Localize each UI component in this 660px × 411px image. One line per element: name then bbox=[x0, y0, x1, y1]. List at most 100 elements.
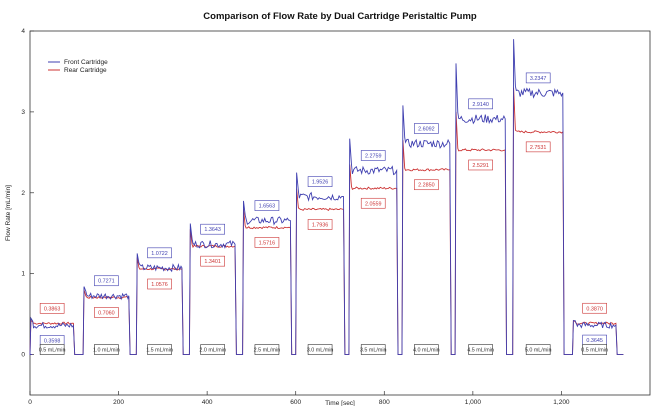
front-value-label: 2.2759 bbox=[360, 150, 386, 161]
rear-value-label-text: 2.0559 bbox=[365, 201, 382, 207]
setpoint-label: 4.0 mL/min bbox=[413, 344, 440, 355]
plot-frame bbox=[29, 30, 651, 396]
setpoint-label: 2.0 mL/min bbox=[199, 344, 226, 355]
x-tick-label: 0 bbox=[28, 399, 32, 406]
rear-value-label-box bbox=[147, 278, 172, 290]
front-value-label-text: 0.3598 bbox=[44, 338, 61, 344]
rear-value-label-box bbox=[94, 307, 119, 318]
front-value-label-text: 0.7271 bbox=[98, 279, 115, 285]
setpoint-label-text: 2.0 mL/min bbox=[199, 348, 226, 354]
setpoint-label-text: 1.5 mL/min bbox=[146, 348, 173, 354]
setpoint-label-box bbox=[525, 344, 551, 355]
setpoint-label-text: 4.0 mL/min bbox=[413, 348, 440, 354]
rear-value-label: 0.3870 bbox=[582, 302, 607, 314]
front-value-label-text: 2.6092 bbox=[418, 127, 435, 133]
front-value-label-box bbox=[94, 275, 119, 287]
setpoint-label-box bbox=[414, 344, 439, 355]
series-line-rear-cartridge bbox=[29, 87, 624, 356]
rear-value-label-box bbox=[360, 197, 386, 209]
rear-value-label-box bbox=[39, 303, 65, 314]
y-tick-label: 3 bbox=[21, 109, 25, 116]
rear-value-label-box bbox=[468, 159, 493, 171]
chart-title: Comparison of Flow Rate by Dual Cartridg… bbox=[203, 11, 477, 22]
front-value-label-box bbox=[414, 123, 439, 134]
setpoint-label-text: 0.5 mL/min bbox=[581, 348, 608, 354]
setpoint-label-box bbox=[39, 344, 65, 355]
rear-value-label-box bbox=[200, 255, 225, 267]
setpoint-label-box bbox=[582, 344, 607, 355]
front-value-label-text: 1.0722 bbox=[151, 251, 168, 257]
setpoint-label-box bbox=[360, 344, 386, 355]
rear-value-label-text: 1.5716 bbox=[259, 240, 276, 246]
x-tick-label: 800 bbox=[379, 399, 390, 406]
setpoint-label-text: 4.5 mL/min bbox=[467, 348, 494, 354]
front-value-label-text: 3.2347 bbox=[530, 76, 547, 82]
rear-value-label: 0.7060 bbox=[94, 307, 119, 318]
front-value-label: 1.6563 bbox=[254, 200, 280, 211]
y-tick-label: 4 bbox=[21, 28, 25, 35]
rear-value-label-text: 2.7531 bbox=[530, 145, 547, 151]
rear-value-label: 2.0559 bbox=[360, 197, 386, 209]
rear-value-label: 2.5291 bbox=[468, 159, 493, 171]
x-tick-label: 1,200 bbox=[553, 399, 570, 406]
front-value-label-text: 1.9526 bbox=[312, 180, 329, 186]
rear-value-label-text: 1.3401 bbox=[204, 259, 221, 265]
front-value-label-box bbox=[307, 176, 333, 187]
x-tick-label: 200 bbox=[113, 399, 124, 406]
rear-value-label: 2.7531 bbox=[525, 141, 551, 153]
rear-value-label-text: 2.2850 bbox=[418, 183, 435, 189]
setpoint-label-box bbox=[200, 344, 225, 355]
setpoint-label: 1.5 mL/min bbox=[146, 344, 173, 355]
rear-value-label: 1.0576 bbox=[147, 278, 172, 290]
setpoint-label-text: 3.5 mL/min bbox=[360, 348, 387, 354]
front-value-label-text: 1.3643 bbox=[204, 227, 221, 233]
front-value-label-box bbox=[525, 72, 551, 84]
x-axis-label: Time [sec] bbox=[325, 400, 355, 406]
setpoint-label-text: 0.5 mL/min bbox=[39, 348, 66, 354]
setpoint-label-box bbox=[94, 344, 119, 355]
y-tick-label: 1 bbox=[21, 271, 25, 278]
front-value-label-text: 1.6563 bbox=[259, 204, 276, 210]
rear-value-label-text: 0.3863 bbox=[44, 306, 61, 312]
setpoint-label-text: 3.0 mL/min bbox=[307, 348, 334, 354]
setpoint-label-text: 1.0 mL/min bbox=[93, 348, 120, 354]
setpoint-label: 0.5 mL/min bbox=[39, 344, 66, 355]
front-value-label: 1.0722 bbox=[147, 247, 172, 259]
front-value-label-text: 2.9140 bbox=[472, 102, 489, 108]
x-tick-label: 1,000 bbox=[465, 399, 482, 406]
legend-label-front: Front Cartridge bbox=[64, 59, 108, 66]
rear-value-label-box bbox=[254, 237, 280, 248]
setpoint-label: 0.5 mL/min bbox=[581, 344, 608, 355]
front-value-label: 1.9526 bbox=[307, 176, 333, 187]
rear-value-label: 1.3401 bbox=[200, 255, 225, 267]
setpoint-label: 2.5 mL/min bbox=[254, 344, 281, 355]
front-value-label: 3.2347 bbox=[525, 72, 551, 84]
rear-value-label-text: 1.0576 bbox=[151, 282, 168, 288]
setpoint-label-box bbox=[254, 344, 280, 355]
series-line-front-cartridge bbox=[29, 39, 624, 356]
rear-value-label: 1.7936 bbox=[307, 219, 333, 230]
front-value-label: 2.9140 bbox=[468, 98, 493, 110]
x-tick-label: 400 bbox=[202, 399, 213, 406]
front-value-label-box bbox=[360, 150, 386, 161]
rear-value-label-box bbox=[582, 302, 607, 314]
rear-value-label-text: 1.7936 bbox=[312, 222, 329, 228]
y-tick-label: 0 bbox=[21, 352, 25, 359]
rear-value-label: 2.2850 bbox=[414, 179, 439, 191]
setpoint-label-box bbox=[468, 344, 493, 355]
rear-value-label-text: 0.3870 bbox=[586, 306, 603, 312]
setpoint-label-text: 2.5 mL/min bbox=[254, 348, 281, 354]
setpoint-label: 3.0 mL/min bbox=[307, 344, 334, 355]
front-value-label: 2.6092 bbox=[414, 123, 439, 134]
setpoint-label: 5.0 mL/min bbox=[525, 344, 552, 355]
x-tick-label: 600 bbox=[290, 399, 301, 406]
setpoint-label: 4.5 mL/min bbox=[467, 344, 494, 355]
front-value-label: 0.3645 bbox=[582, 334, 607, 346]
rear-value-label: 0.3863 bbox=[39, 303, 65, 314]
setpoint-label-box bbox=[147, 344, 172, 355]
setpoint-label: 3.5 mL/min bbox=[360, 344, 387, 355]
setpoint-label-text: 5.0 mL/min bbox=[525, 348, 552, 354]
